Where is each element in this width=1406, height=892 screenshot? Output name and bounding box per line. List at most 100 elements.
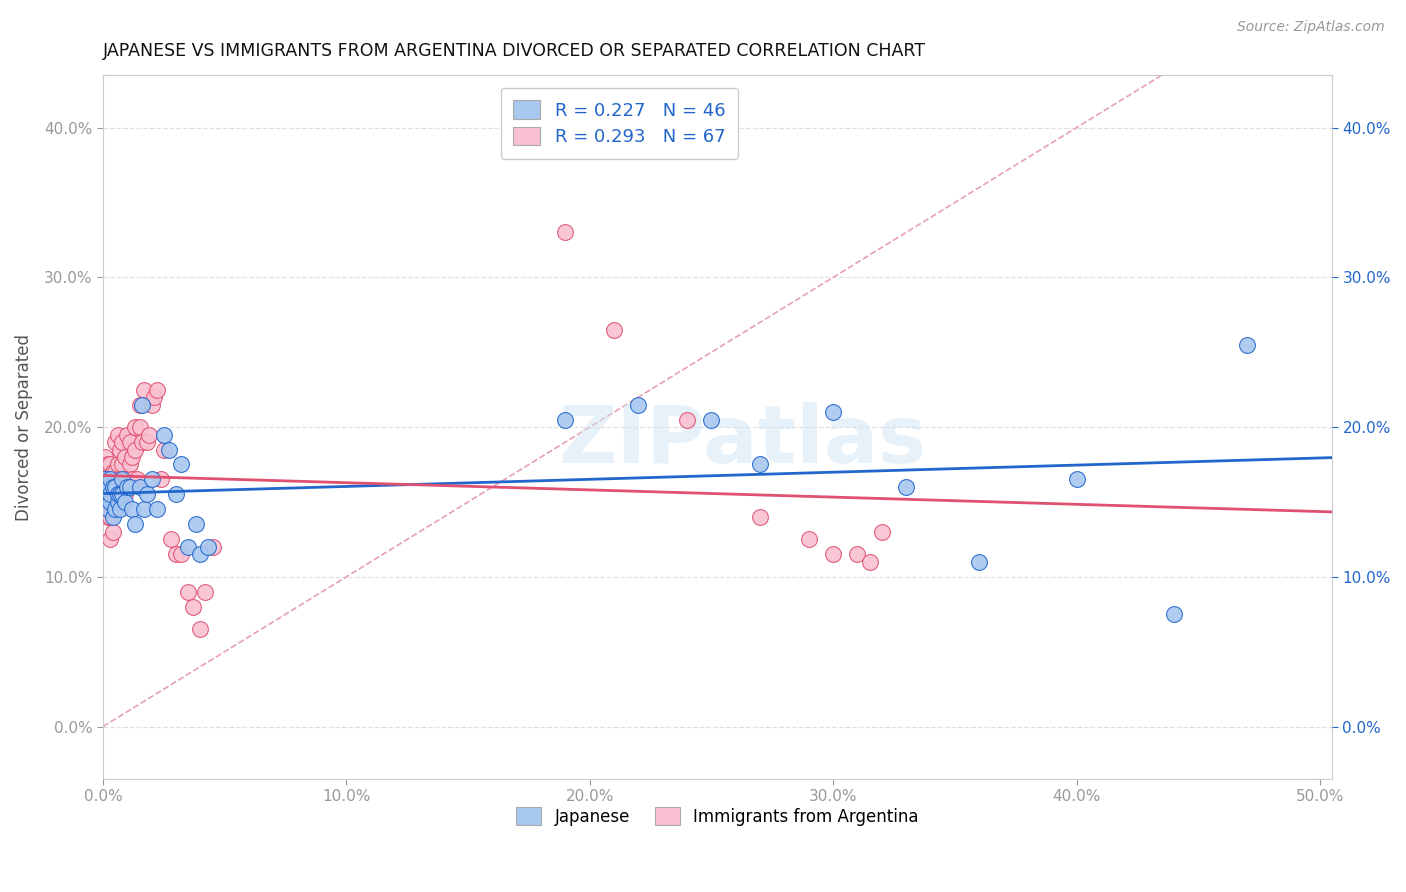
- Point: [846, 547, 869, 561]
- Point: [111, 487, 134, 501]
- Point: [117, 427, 139, 442]
- Point: [141, 398, 163, 412]
- Point: [107, 427, 129, 442]
- Point: [128, 480, 150, 494]
- Point: [98, 487, 121, 501]
- Point: [108, 502, 131, 516]
- Point: [554, 226, 576, 240]
- Point: [197, 540, 219, 554]
- Point: [94, 465, 117, 479]
- Point: [104, 480, 127, 494]
- Point: [170, 458, 193, 472]
- Point: [627, 398, 650, 412]
- Text: JAPANESE VS IMMIGRANTS FROM ARGENTINA DIVORCED OR SEPARATED CORRELATION CHART: JAPANESE VS IMMIGRANTS FROM ARGENTINA DI…: [103, 42, 927, 60]
- Point: [797, 533, 820, 547]
- Point: [97, 495, 120, 509]
- Point: [676, 412, 699, 426]
- Point: [121, 473, 143, 487]
- Point: [114, 487, 136, 501]
- Point: [94, 473, 117, 487]
- Point: [749, 458, 772, 472]
- Point: [104, 502, 127, 516]
- Point: [153, 442, 176, 457]
- Point: [101, 487, 124, 501]
- Point: [118, 458, 141, 472]
- Point: [98, 533, 121, 547]
- Point: [184, 517, 207, 532]
- Point: [749, 509, 772, 524]
- Point: [94, 487, 117, 501]
- Point: [131, 435, 153, 450]
- Point: [101, 465, 124, 479]
- Point: [98, 487, 121, 501]
- Point: [107, 495, 129, 509]
- Point: [101, 480, 124, 494]
- Point: [111, 435, 134, 450]
- Point: [823, 405, 845, 419]
- Point: [181, 599, 204, 614]
- Point: [108, 442, 131, 457]
- Point: [97, 458, 120, 472]
- Point: [111, 458, 134, 472]
- Point: [98, 473, 121, 487]
- Point: [153, 427, 176, 442]
- Point: [967, 555, 990, 569]
- Point: [128, 420, 150, 434]
- Point: [111, 473, 134, 487]
- Point: [859, 555, 882, 569]
- Point: [124, 517, 146, 532]
- Point: [104, 487, 127, 501]
- Point: [121, 502, 143, 516]
- Point: [700, 412, 723, 426]
- Point: [165, 547, 187, 561]
- Point: [554, 412, 576, 426]
- Point: [1163, 607, 1185, 622]
- Point: [97, 473, 120, 487]
- Point: [114, 450, 136, 464]
- Point: [1066, 473, 1088, 487]
- Text: ZIPatlas: ZIPatlas: [558, 402, 927, 480]
- Point: [94, 450, 117, 464]
- Point: [177, 584, 200, 599]
- Point: [134, 502, 156, 516]
- Point: [190, 547, 212, 561]
- Point: [107, 480, 129, 494]
- Point: [101, 524, 124, 539]
- Point: [97, 480, 120, 494]
- Point: [170, 547, 193, 561]
- Point: [135, 435, 157, 450]
- Point: [201, 540, 224, 554]
- Point: [94, 487, 117, 501]
- Point: [111, 487, 134, 501]
- Point: [145, 383, 167, 397]
- Point: [141, 473, 163, 487]
- Point: [94, 473, 117, 487]
- Point: [104, 435, 127, 450]
- Point: [114, 495, 136, 509]
- Point: [145, 502, 167, 516]
- Point: [104, 465, 127, 479]
- Point: [98, 458, 121, 472]
- Point: [107, 487, 129, 501]
- Point: [101, 509, 124, 524]
- Point: [97, 509, 120, 524]
- Point: [157, 442, 180, 457]
- Point: [138, 427, 160, 442]
- Point: [870, 524, 893, 539]
- Point: [107, 458, 129, 472]
- Point: [128, 398, 150, 412]
- Point: [108, 487, 131, 501]
- Point: [150, 473, 173, 487]
- Point: [823, 547, 845, 561]
- Point: [131, 398, 153, 412]
- Point: [177, 540, 200, 554]
- Point: [160, 533, 183, 547]
- Point: [603, 323, 626, 337]
- Point: [117, 480, 139, 494]
- Legend: Japanese, Immigrants from Argentina: Japanese, Immigrants from Argentina: [508, 799, 927, 834]
- Text: Source: ZipAtlas.com: Source: ZipAtlas.com: [1237, 20, 1385, 34]
- Point: [97, 502, 120, 516]
- Point: [896, 480, 918, 494]
- Point: [117, 473, 139, 487]
- Point: [121, 450, 143, 464]
